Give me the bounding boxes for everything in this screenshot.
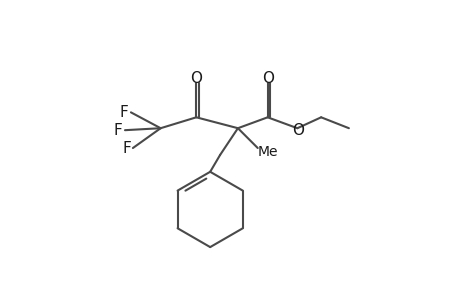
Text: F: F (119, 105, 128, 120)
Text: F: F (122, 140, 131, 155)
Text: Me: Me (257, 145, 277, 159)
Text: O: O (261, 71, 273, 86)
Text: O: O (292, 123, 304, 138)
Text: F: F (113, 123, 122, 138)
Text: O: O (190, 71, 202, 86)
